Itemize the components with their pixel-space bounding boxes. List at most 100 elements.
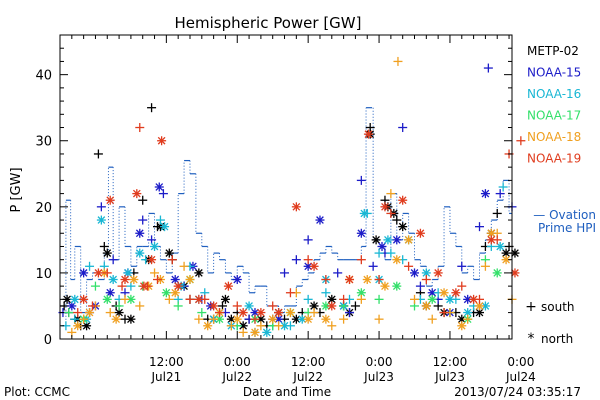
x-tick-time-label: 0:00 (366, 355, 393, 369)
south-marker (64, 308, 74, 318)
x-axis-label: Date and Time (243, 385, 331, 399)
north-marker (194, 294, 204, 304)
north-marker (250, 327, 260, 337)
south-marker (138, 215, 148, 225)
south-marker (356, 255, 366, 265)
legend-entry: NOAA-18 (527, 130, 581, 144)
north-marker (147, 255, 157, 265)
north-marker (421, 301, 431, 311)
south-marker (87, 301, 97, 311)
north-marker (480, 189, 490, 199)
south-marker-label: south (541, 300, 575, 314)
north-marker (164, 248, 174, 258)
north-marker (445, 294, 455, 304)
south-marker (374, 275, 384, 285)
south-marker (280, 268, 290, 278)
north-marker (194, 268, 204, 278)
south-marker (350, 301, 360, 311)
north-marker (433, 268, 443, 278)
legend-entry: NOAA-17 (527, 109, 581, 123)
north-marker (380, 202, 390, 212)
south-marker (152, 275, 162, 285)
north-marker (439, 288, 449, 298)
north-marker (380, 281, 390, 291)
north-marker (232, 275, 242, 285)
north-marker (161, 288, 171, 298)
x-tick-day-label: Jul23 (363, 370, 394, 384)
north-marker (303, 314, 313, 324)
north-marker (427, 294, 437, 304)
south-marker (105, 308, 115, 318)
north-marker (244, 301, 254, 311)
north-marker (79, 268, 89, 278)
north-marker (73, 321, 83, 331)
x-tick-day-label: Jul24 (505, 370, 536, 384)
south-marker (185, 294, 195, 304)
north-marker (105, 195, 115, 205)
south-marker (114, 301, 124, 311)
north-marker (62, 294, 72, 304)
x-tick-day-label: Jul22 (292, 370, 323, 384)
legend-entry: METP-02 (527, 44, 579, 58)
north-marker (392, 235, 402, 245)
north-marker (126, 314, 136, 324)
north-marker (363, 129, 373, 139)
y-tick-label: 30 (35, 135, 52, 150)
south-marker (356, 294, 366, 304)
north-marker (398, 222, 408, 232)
y-tick-label: 20 (35, 201, 52, 216)
north-marker (371, 235, 381, 245)
south-marker (309, 308, 319, 318)
south-marker (285, 288, 295, 298)
south-marker (268, 301, 278, 311)
north-marker (463, 308, 473, 318)
north-marker (157, 136, 167, 146)
south-marker (164, 294, 174, 304)
south-marker (85, 261, 95, 271)
north-marker (93, 268, 103, 278)
south-marker (386, 248, 396, 258)
south-marker (256, 321, 266, 331)
north-marker (70, 294, 80, 304)
south-marker (386, 189, 396, 199)
north-marker (492, 268, 502, 278)
north-marker (392, 281, 402, 291)
legend-entry: NOAA-19 (527, 152, 581, 166)
south-marker (475, 222, 485, 232)
legend-entry: NOAA-16 (527, 87, 581, 101)
south-marker (138, 195, 148, 205)
south-marker (386, 208, 396, 218)
x-tick-time-label: 12:00 (291, 355, 326, 369)
south-marker (333, 268, 343, 278)
south-marker (321, 288, 331, 298)
south-marker (135, 123, 145, 133)
north-marker (232, 314, 242, 324)
south-marker (415, 281, 425, 291)
south-marker (516, 136, 526, 146)
south-marker (410, 294, 420, 304)
south-marker (457, 281, 467, 291)
north-marker (321, 314, 331, 324)
south-marker (345, 308, 355, 318)
south-marker (374, 314, 384, 324)
x-tick-time-label: 0:00 (507, 355, 534, 369)
north-marker (96, 215, 106, 225)
south-marker (90, 281, 100, 291)
north-marker (203, 321, 213, 331)
marker-legend-north: * north (528, 331, 574, 347)
north-marker (220, 294, 230, 304)
south-marker (150, 268, 160, 278)
north-marker-symbol: * (528, 331, 535, 347)
north-marker (120, 275, 130, 285)
north-marker (377, 241, 387, 251)
north-marker (398, 195, 408, 205)
north-marker (262, 327, 272, 337)
north-marker (475, 301, 485, 311)
south-marker (368, 261, 378, 271)
south-marker (393, 56, 403, 66)
footer-timestamp: 2013/07/24 03:35:17 (454, 385, 581, 399)
south-marker-symbol: + (525, 299, 537, 315)
north-marker (486, 235, 496, 245)
south-marker (303, 235, 313, 245)
